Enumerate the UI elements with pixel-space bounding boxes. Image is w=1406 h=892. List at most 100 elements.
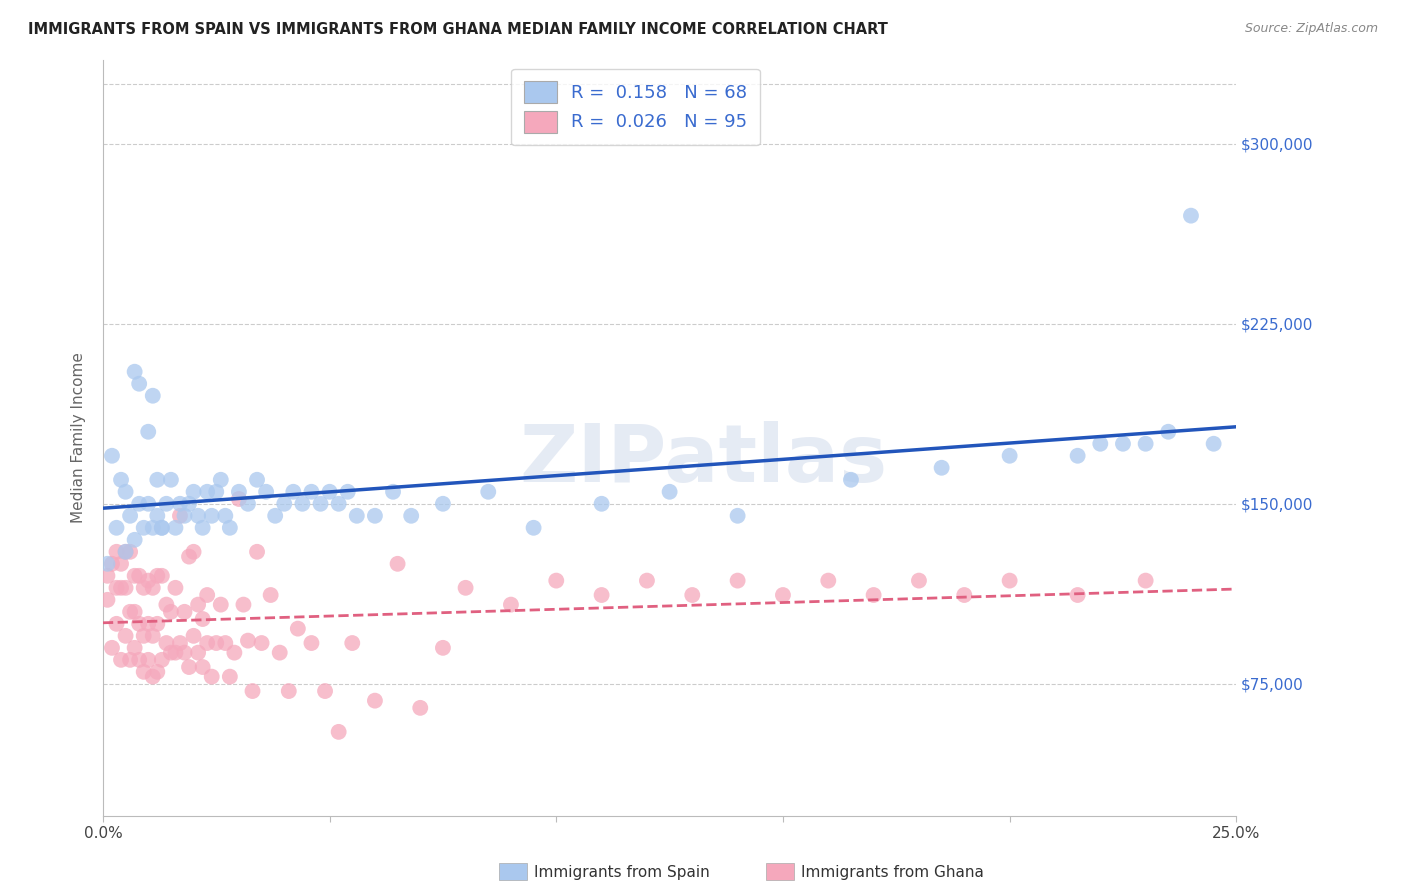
Point [681, 588, 703, 602]
Point [114, 581, 136, 595]
Point [477, 484, 499, 499]
Point [301, 636, 323, 650]
Point [183, 484, 205, 499]
Point [409, 701, 432, 715]
Point [998, 449, 1021, 463]
Point [110, 653, 132, 667]
Point [165, 581, 187, 595]
Point [499, 598, 522, 612]
Point [387, 557, 409, 571]
Point [727, 574, 749, 588]
Point [187, 646, 209, 660]
Point [114, 545, 136, 559]
Point [191, 660, 214, 674]
Point [101, 640, 124, 655]
Point [269, 646, 291, 660]
Point [191, 521, 214, 535]
Point [183, 629, 205, 643]
Point [1180, 209, 1202, 223]
Point [96, 592, 118, 607]
Point [346, 508, 368, 523]
Text: ZIPatlas: ZIPatlas [519, 421, 887, 500]
Point [817, 574, 839, 588]
Point [591, 588, 613, 602]
Point [146, 616, 169, 631]
Point [658, 484, 681, 499]
Point [953, 588, 976, 602]
Point [173, 646, 195, 660]
Point [382, 484, 405, 499]
Point [187, 508, 209, 523]
Point [454, 581, 477, 595]
Point [110, 473, 132, 487]
Point [839, 473, 862, 487]
Point [264, 508, 287, 523]
Point [132, 521, 155, 535]
Point [228, 491, 250, 506]
Point [128, 569, 150, 583]
Point [301, 484, 323, 499]
Point [432, 640, 454, 655]
Point [169, 508, 191, 523]
Point [195, 484, 218, 499]
Point [364, 508, 387, 523]
Point [201, 670, 224, 684]
Point [128, 497, 150, 511]
Point [136, 574, 159, 588]
Point [591, 497, 613, 511]
Point [124, 605, 146, 619]
Point [150, 521, 173, 535]
Point [96, 569, 118, 583]
Point [195, 588, 218, 602]
Point [142, 581, 165, 595]
Point [1066, 449, 1088, 463]
Point [120, 508, 142, 523]
Point [124, 365, 146, 379]
Point [150, 653, 173, 667]
Point [1112, 436, 1135, 450]
Point [105, 616, 128, 631]
Point [309, 497, 332, 511]
Point [110, 557, 132, 571]
Point [242, 684, 264, 698]
Point [169, 636, 191, 650]
Point [201, 508, 224, 523]
Point [399, 508, 422, 523]
Point [124, 533, 146, 547]
Point [287, 622, 309, 636]
Point [173, 605, 195, 619]
Point [165, 521, 187, 535]
Point [232, 598, 254, 612]
Point [259, 588, 281, 602]
Text: Source: ZipAtlas.com: Source: ZipAtlas.com [1244, 22, 1378, 36]
Point [132, 581, 155, 595]
Point [101, 449, 124, 463]
Point [191, 612, 214, 626]
Point [101, 557, 124, 571]
Point [177, 497, 200, 511]
Point [214, 508, 236, 523]
Point [236, 497, 259, 511]
Point [124, 640, 146, 655]
Point [546, 574, 568, 588]
Point [254, 484, 277, 499]
Text: Immigrants from Ghana: Immigrants from Ghana [801, 865, 984, 880]
Point [1066, 588, 1088, 602]
Point [1135, 436, 1157, 450]
Point [105, 581, 128, 595]
Point [136, 616, 159, 631]
Point [218, 521, 240, 535]
Point [328, 724, 350, 739]
Point [236, 633, 259, 648]
Point [124, 569, 146, 583]
Point [142, 521, 165, 535]
Point [114, 484, 136, 499]
Point [228, 484, 250, 499]
Point [177, 549, 200, 564]
Point [908, 574, 931, 588]
Point [246, 545, 269, 559]
Point [150, 521, 173, 535]
Point [523, 521, 546, 535]
Point [173, 508, 195, 523]
Text: IMMIGRANTS FROM SPAIN VS IMMIGRANTS FROM GHANA MEDIAN FAMILY INCOME CORRELATION : IMMIGRANTS FROM SPAIN VS IMMIGRANTS FROM… [28, 22, 889, 37]
